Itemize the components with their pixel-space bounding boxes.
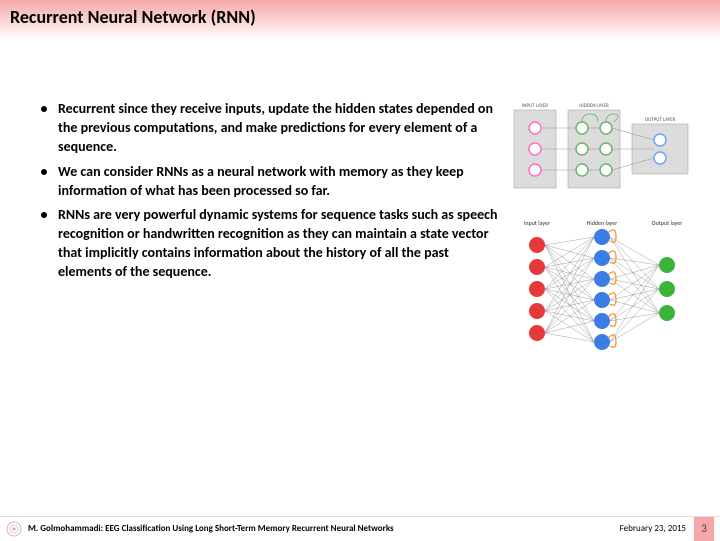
bullet-text: We can consider RNNs as a neural network… (58, 163, 500, 201)
bullet-marker: • (30, 206, 58, 282)
slide-title: Recurrent Neural Network (RNN) (10, 6, 710, 28)
label-output: Output layer (652, 219, 683, 227)
footer: M. Golmohammadi: EEG Classification Usin… (0, 516, 720, 540)
content-area: • Recurrent since they receive inputs, u… (0, 40, 720, 360)
rnn-diagram-layered: INPUT LAYER HIDDEN LAYER OUTPUT LAYER (512, 100, 692, 195)
bullet-text: RNNs are very powerful dynamic systems f… (58, 206, 500, 282)
logo-icon (6, 521, 22, 537)
bullet-marker: • (30, 163, 58, 201)
hidden-nodes (594, 229, 610, 350)
title-bar: Recurrent Neural Network (RNN) (0, 0, 720, 40)
rnn-diagram-network: Input layer Hidden layer Output layer (512, 215, 692, 360)
footer-author: M. Golmohammadi: EEG Classification Usin… (28, 523, 620, 534)
self-loops (608, 230, 616, 348)
output-nodes (659, 257, 675, 321)
footer-date: February 23, 2015 (620, 523, 686, 534)
diagrams-column: INPUT LAYER HIDDEN LAYER OUTPUT LAYER (512, 100, 692, 360)
bullet-item: • Recurrent since they receive inputs, u… (30, 100, 500, 157)
label-hidden: HIDDEN LAYER (579, 103, 609, 109)
label-hidden: Hidden layer (587, 219, 618, 227)
bullet-item: • We can consider RNNs as a neural netwo… (30, 163, 500, 201)
bullet-list: • Recurrent since they receive inputs, u… (30, 100, 500, 360)
label-output: OUTPUT LAYER (645, 117, 676, 123)
bullet-marker: • (30, 100, 58, 157)
edges-hidden-output (610, 237, 659, 342)
label-input: Input layer (524, 219, 550, 227)
bullet-item: • RNNs are very powerful dynamic systems… (30, 206, 500, 282)
edges-input-hidden (545, 237, 594, 342)
label-input: INPUT LAYER (522, 103, 548, 109)
input-nodes (529, 237, 545, 341)
footer-page-number: 3 (694, 517, 714, 541)
bullet-text: Recurrent since they receive inputs, upd… (58, 100, 500, 157)
